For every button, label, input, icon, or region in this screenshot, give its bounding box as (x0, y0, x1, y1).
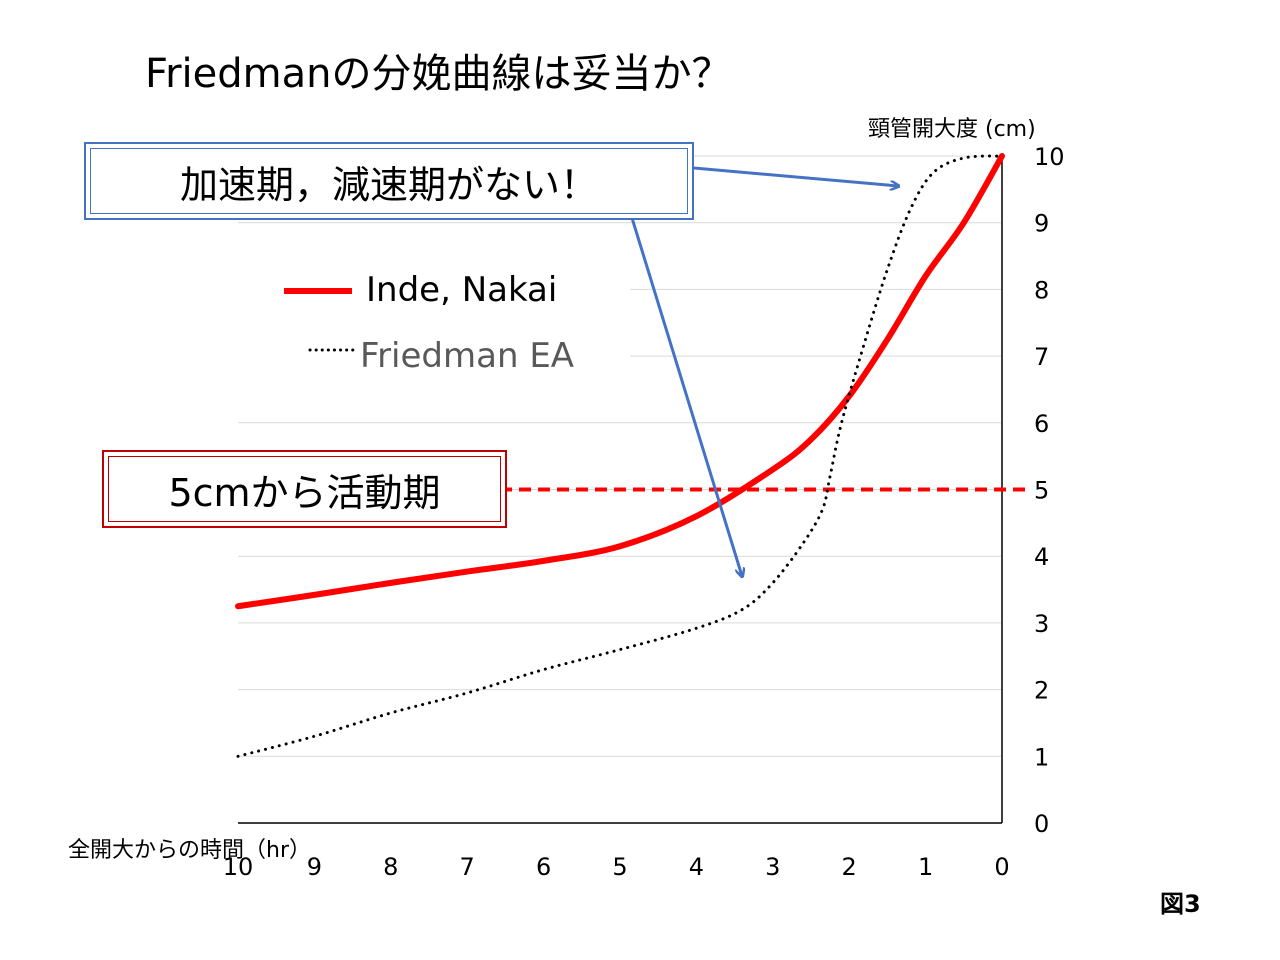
arrow-to-friedman-top (693, 166, 898, 186)
y-tick-label: 7 (1034, 343, 1049, 371)
series-group (235, 153, 1005, 758)
legend-background (230, 258, 630, 388)
legend-label-friedman: Friedman EA (360, 336, 575, 376)
callout-no-phases-text: 加速期，減速期がない！ (179, 162, 598, 207)
y-tick-label: 10 (1034, 143, 1065, 171)
y-tick-label: 6 (1034, 410, 1049, 438)
y-tick-label: 9 (1034, 210, 1049, 238)
y-tick-label: 1 (1034, 743, 1049, 771)
figure-label: 図3 (1160, 890, 1201, 918)
legend (230, 258, 630, 388)
y-tick-label: 5 (1034, 477, 1049, 505)
x-tick-label: 3 (765, 853, 780, 881)
legend-label-inde-nakai: Inde, Nakai (366, 270, 558, 310)
x-tick-label: 8 (383, 853, 398, 881)
y-tick-label: 0 (1034, 810, 1049, 838)
series-line-1 (236, 154, 1004, 758)
x-tick-label: 10 (223, 853, 254, 881)
y-axis-title: 頸管開大度 (cm) (868, 117, 1036, 142)
callout-active-phase: 5cmから活動期 (102, 450, 507, 528)
y-tick-label: 8 (1034, 276, 1049, 304)
x-tick-label: 5 (612, 853, 627, 881)
x-tick-label: 7 (460, 853, 475, 881)
x-tick-label: 0 (994, 853, 1009, 881)
slide-title: Friedmanの分娩曲線は妥当か？ (145, 51, 732, 97)
x-tick-label: 9 (307, 853, 322, 881)
annotation-arrows (630, 166, 898, 576)
y-tick-label: 4 (1034, 543, 1049, 571)
series-line-0 (235, 153, 1005, 610)
arrow-to-friedman-middle (630, 217, 742, 576)
x-tick-label: 6 (536, 853, 551, 881)
callout-active-phase-text: 5cmから活動期 (168, 470, 441, 515)
x-tick-label: 2 (842, 853, 857, 881)
callout-no-phases: 加速期，減速期がない！ (84, 142, 694, 220)
y-tick-label: 2 (1034, 677, 1049, 705)
y-tick-label: 3 (1034, 610, 1049, 638)
x-tick-label: 4 (689, 853, 704, 881)
x-axis-title: 全開大からの時間（hr） (68, 838, 311, 863)
x-tick-label: 1 (918, 853, 933, 881)
